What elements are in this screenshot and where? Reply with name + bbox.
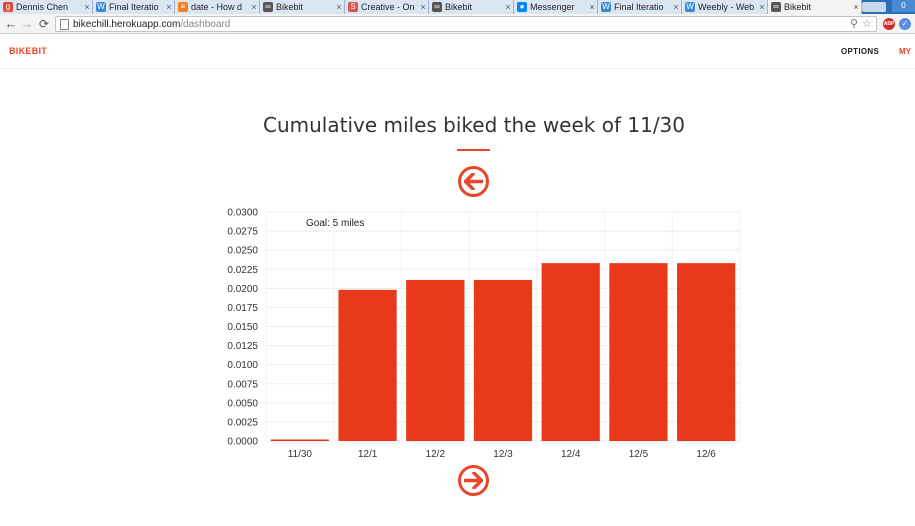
browser-tab-title: Bikebit	[445, 2, 473, 12]
bar	[406, 279, 465, 441]
window-controls[interactable]: 0	[892, 0, 915, 12]
bike-icon: ∞	[432, 2, 442, 12]
y-tick-label: 0.0275	[227, 227, 258, 238]
messenger-icon: ●	[517, 2, 527, 12]
browser-tab[interactable]: W Final Iteratio ×	[598, 0, 682, 14]
back-icon[interactable]: ←	[4, 16, 18, 31]
browser-tab[interactable]: ∞ Bikebit ×	[260, 0, 345, 14]
y-tick-label: 0.0225	[227, 265, 258, 276]
close-tab-icon[interactable]: ×	[505, 2, 511, 12]
arrow-right-icon	[464, 472, 483, 489]
s-icon: S	[348, 2, 358, 12]
x-tick-label: 12/3	[493, 449, 513, 460]
address-bar[interactable]: bikechill.herokuapp.com/dashboard ⚲ ☆	[55, 16, 877, 32]
nav-options-link[interactable]: OPTIONS	[841, 47, 880, 56]
y-tick-label: 0.0125	[227, 341, 258, 352]
y-tick-label: 0.0250	[227, 246, 258, 257]
browser-tab[interactable]: ∞ Bikebit ×	[429, 0, 514, 14]
title-divider	[457, 149, 490, 151]
browser-toolbar: ← → ⟳ bikechill.herokuapp.com/dashboard …	[0, 14, 915, 34]
y-tick-label: 0.0000	[227, 437, 258, 448]
goal-annotation: Goal: 5 miles	[306, 218, 364, 229]
close-tab-icon[interactable]: ×	[673, 2, 679, 12]
bar	[609, 263, 668, 441]
brand-logo[interactable]: BIKEBIT	[9, 46, 48, 56]
browser-tab[interactable]: ≡ date - How d ×	[175, 0, 260, 14]
close-tab-icon[interactable]: ×	[166, 2, 172, 12]
url-host: bikechill.herokuapp.com	[73, 19, 181, 30]
x-tick-label: 12/1	[358, 449, 378, 460]
y-tick-label: 0.0200	[227, 284, 258, 295]
y-tick-label: 0.0075	[227, 379, 258, 390]
browser-tab-title: date - How d	[191, 2, 243, 12]
url-path: /dashboard	[180, 19, 231, 30]
arrow-left-icon	[464, 173, 483, 190]
browser-tab-title: Messenger	[530, 2, 575, 12]
close-tab-icon[interactable]: ×	[853, 2, 859, 12]
y-tick-label: 0.0300	[227, 208, 258, 219]
browser-tab[interactable]: ∞ Bikebit ×	[768, 0, 862, 14]
weebly-icon: W	[685, 2, 695, 12]
bar	[541, 263, 600, 441]
bike-icon: ∞	[263, 2, 273, 12]
browser-tab-title: Creative - On	[361, 2, 415, 12]
bike-icon: ∞	[771, 2, 781, 12]
bookmark-star-icon[interactable]: ☆	[862, 18, 872, 30]
x-tick-label: 11/30	[288, 449, 313, 460]
close-tab-icon[interactable]: ×	[84, 2, 90, 12]
y-tick-label: 0.0100	[227, 360, 258, 371]
x-tick-label: 12/2	[426, 449, 446, 460]
bar	[677, 263, 736, 441]
browser-tab-title: Final Iteratio	[614, 2, 664, 12]
browser-tab[interactable]: g Dennis Chen ×	[0, 0, 93, 14]
browser-tab[interactable]: W Weebly - Web ×	[682, 0, 768, 14]
y-tick-label: 0.0025	[227, 417, 258, 428]
bar	[473, 279, 533, 441]
close-tab-icon[interactable]: ×	[420, 2, 426, 12]
new-tab-button[interactable]	[862, 2, 886, 12]
x-tick-label: 12/6	[696, 449, 716, 460]
nav-my-link[interactable]: MY	[899, 47, 911, 56]
previous-week-button[interactable]	[458, 166, 489, 197]
close-tab-icon[interactable]: ×	[336, 2, 342, 12]
weebly-icon: W	[601, 2, 611, 12]
y-tick-label: 0.0175	[227, 303, 258, 314]
zoom-icon[interactable]: ⚲	[849, 18, 858, 30]
url-text: bikechill.herokuapp.com/dashboard	[73, 18, 230, 31]
extension-icon[interactable]: ✓	[899, 18, 911, 30]
weebly-icon: W	[96, 2, 106, 12]
y-tick-label: 0.0150	[227, 322, 258, 333]
browser-tab-title: Final Iteratio	[109, 2, 159, 12]
y-tick-label: 0.0050	[227, 398, 258, 409]
stackoverflow-icon: ≡	[178, 2, 188, 12]
miles-bar-chart: 0.0000 0.0025 0.0050 0.0075 0.0100 0.0125 0.01…	[227, 208, 741, 460]
bar	[270, 439, 329, 441]
page-title: Cumulative miles biked the week of 11/30	[262, 113, 686, 137]
bar	[338, 289, 397, 441]
browser-tab[interactable]: W Final Iteratio ×	[93, 0, 175, 14]
browser-tab-title: Bikebit	[276, 2, 304, 12]
close-tab-icon[interactable]: ×	[589, 2, 595, 12]
adblock-icon[interactable]: ABP	[883, 18, 895, 30]
app-header: BIKEBIT OPTIONS MY	[0, 35, 915, 69]
x-tick-label: 12/4	[561, 449, 581, 460]
browser-tab[interactable]: S Creative - On ×	[345, 0, 429, 14]
browser-tab[interactable]: ● Messenger ×	[514, 0, 598, 14]
browser-tab-title: Dennis Chen	[16, 2, 69, 12]
close-tab-icon[interactable]: ×	[251, 2, 257, 12]
browser-tab-title: Bikebit	[784, 2, 812, 12]
page-icon	[60, 19, 69, 30]
google-plus-icon: g	[3, 2, 13, 12]
x-tick-label: 12/5	[629, 449, 649, 460]
close-tab-icon[interactable]: ×	[759, 2, 765, 12]
reload-icon[interactable]: ⟳	[38, 17, 50, 31]
browser-tab-strip: g Dennis Chen × W Final Iteratio × ≡ date - How…	[0, 0, 915, 14]
browser-tab-title: Weebly - Web	[698, 2, 755, 12]
forward-icon[interactable]: →	[20, 16, 34, 31]
next-week-button[interactable]	[458, 465, 489, 496]
